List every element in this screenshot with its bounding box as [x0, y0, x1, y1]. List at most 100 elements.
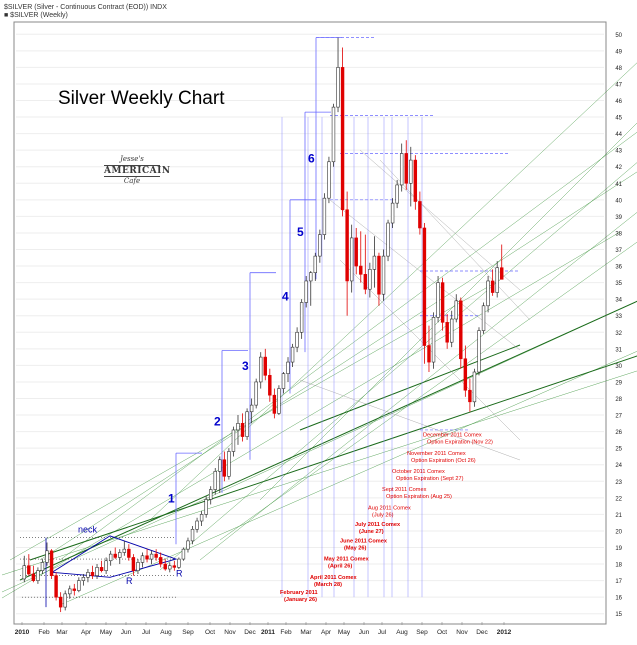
channel-line	[299, 344, 521, 431]
candle-body	[304, 280, 308, 303]
expiry-label: July 2011 Comex	[355, 522, 401, 528]
expiry-label: Aug 2011 Comex	[368, 505, 411, 511]
candle-body	[245, 411, 249, 437]
expiry-sublabel: (July 26)	[372, 512, 394, 518]
candle-body	[349, 237, 354, 282]
candle-body	[268, 375, 272, 396]
candle-body	[63, 593, 67, 608]
candle-body	[218, 459, 222, 472]
y-tick-label: 37	[615, 248, 622, 254]
candle-body	[468, 389, 472, 403]
candle-body	[199, 514, 204, 522]
candle-body	[495, 267, 499, 293]
candle-body	[436, 282, 440, 318]
candle-body	[490, 280, 495, 293]
trend-line	[219, 241, 637, 541]
candle-body	[195, 520, 199, 530]
candle-body	[390, 202, 395, 224]
x-tick-label: Dec	[476, 629, 488, 636]
candle-body	[168, 565, 172, 570]
candle-body	[149, 553, 154, 560]
candle-body	[345, 209, 349, 282]
candle-body	[309, 272, 313, 282]
candle-body	[68, 588, 72, 595]
y-tick-label: 47	[615, 82, 622, 88]
candle-body	[177, 558, 181, 568]
cafe-logo: Jesse's AMERICAIN Cafe	[104, 155, 170, 217]
candle-body	[281, 373, 286, 389]
x-tick-label: Oct	[437, 629, 447, 636]
candle-body	[113, 553, 117, 558]
candle-body	[231, 429, 236, 452]
candle-body	[45, 550, 49, 563]
candle-body	[399, 153, 404, 186]
candle-body	[118, 552, 122, 558]
candle-body	[359, 265, 363, 275]
candle-body	[354, 237, 358, 267]
candle-body	[440, 282, 445, 323]
candle-body	[263, 356, 267, 376]
pattern-label-r1: R	[126, 576, 133, 586]
y-tick-label: 33	[615, 314, 622, 320]
expiry-label: Sept 2011 Comex	[382, 487, 427, 493]
candle-body	[386, 222, 390, 257]
x-tick-label: Nov	[224, 629, 236, 636]
y-tick-label: 38	[615, 231, 622, 237]
x-tick-label: Dec	[244, 629, 256, 636]
y-tick-label: 41	[615, 182, 622, 188]
y-tick-label: 25	[615, 447, 622, 453]
candle-body	[286, 361, 290, 374]
candle-body	[158, 557, 163, 565]
candle-body	[422, 227, 427, 346]
candle-body	[449, 318, 454, 343]
candle-body	[227, 451, 231, 477]
expiry-label: February 2011	[280, 590, 318, 596]
candle-body	[190, 528, 195, 542]
x-tick-label: Mar	[56, 629, 68, 636]
x-tick-label: 2011	[261, 629, 275, 636]
expiry-sublabel: (May 26)	[344, 546, 367, 552]
x-tick-label: Mar	[300, 629, 312, 636]
candle-body	[254, 381, 258, 406]
y-tick-label: 43	[615, 149, 622, 155]
candle-body	[72, 588, 77, 591]
trend-line	[149, 62, 637, 521]
x-tick-label: 2010	[15, 629, 30, 636]
candle-body	[395, 184, 399, 204]
y-tick-label: 42	[615, 165, 622, 171]
candle-body	[477, 330, 481, 373]
x-tick-label: Jul	[142, 629, 151, 636]
y-tick-label: 16	[615, 596, 622, 602]
x-tick-label: Sep	[182, 629, 194, 636]
logo-line-3: Cafe	[123, 177, 141, 185]
candle-body	[290, 346, 295, 363]
candle-body	[299, 302, 304, 333]
candle-body	[58, 596, 63, 608]
x-tick-label: Oct	[205, 629, 215, 636]
wave-label: 6	[308, 151, 315, 165]
candle-body	[131, 557, 136, 571]
candle-body	[372, 255, 377, 270]
expiry-label: April 2011 Comex	[310, 575, 358, 581]
expiry-label: November 2011 Comex	[407, 451, 466, 457]
neck-label: neck	[78, 524, 98, 534]
candle-body	[472, 371, 477, 403]
expiry-sublabel: (June 27)	[359, 529, 384, 535]
candle-body	[81, 576, 86, 581]
y-tick-label: 19	[615, 546, 622, 552]
y-tick-label: 15	[615, 612, 622, 618]
candle-body	[322, 197, 327, 235]
y-tick-label: 21	[615, 513, 622, 519]
candle-body	[40, 562, 45, 571]
expiry-label: October 2011 Comex	[392, 469, 445, 475]
y-tick-label: 20	[615, 529, 622, 535]
candle-body	[104, 560, 108, 571]
candle-body	[331, 106, 336, 163]
candle-body	[172, 565, 177, 568]
expiry-sublabel: (January 26)	[284, 597, 317, 603]
candle-body	[27, 565, 31, 575]
expiry-label: May 2011 Comex	[324, 557, 370, 563]
candle-body	[208, 489, 213, 500]
candle-body	[95, 567, 99, 576]
cross-line	[379, 159, 531, 321]
